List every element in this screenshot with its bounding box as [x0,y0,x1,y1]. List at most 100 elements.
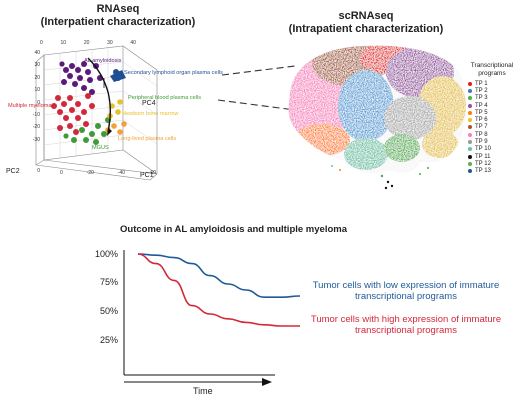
legend-item: TP 2 [468,87,520,94]
y-tick-75: 75% [99,277,118,287]
legend-item: TP 13 [468,168,520,175]
pca-ticks-top: 0 10 20 30 40 [40,40,136,46]
legend-label: TP 3 [475,95,488,102]
legend-label: TP 7 [475,124,488,131]
pca-box [35,45,158,181]
tick-label: -40 [117,170,125,176]
umap-outlier-cells [331,165,429,190]
pca-ticks-left: 40 30 20 10 0 -10 -20 -30 [24,50,40,149]
tp-legend: Transcriptional programs TP 1 TP 2 TP 3 TP … [464,62,520,175]
legend-item: TP 8 [468,131,520,138]
tick-label: -20 [32,124,40,131]
legend-swatch-icon [468,140,472,145]
legend-items: TP 1 TP 2 TP 3 TP 4 TP 5 TP 6 TP 7 TP 8 TP 9 TP 1… [464,80,520,175]
legend-swatch-icon [468,132,472,137]
legend-swatch-icon [468,154,472,159]
legend-label: TP 11 [475,153,491,160]
mgus-points [63,117,111,145]
legend-label: TP 2 [475,87,488,94]
scrnaseq-title: scRNAseq [338,10,394,22]
legend-swatch-icon [468,169,472,174]
low-expression-label-line2: transcriptional programs [355,291,457,302]
pc2-axis-label: PC2 [6,168,20,175]
legend-item: TP 7 [468,124,520,131]
legend-label: TP 5 [475,109,488,116]
legend-item: TP 1 [468,80,520,87]
legend-swatch-icon [468,125,472,130]
low-expression-curve [137,253,301,298]
legend-label: TP 12 [475,160,491,167]
zoom-connectors [217,65,296,111]
legend-swatch-icon [468,110,472,115]
high-expression-label-line1: Tumor cells with high expression of imma… [310,314,502,325]
y-tick-50: 50% [99,306,118,316]
legend-swatch-icon [468,88,472,93]
trajectory-arrowhead [107,128,112,136]
trajectory-curve [87,57,111,133]
legend-item: TP 4 [468,102,520,109]
tick-label: -30 [32,136,40,143]
legend-item: TP 10 [468,146,520,153]
multiple-myeloma-points [51,93,95,135]
legend-label: TP 1 [475,80,488,87]
legend-item: TP 3 [468,95,520,102]
high-expression-label-line2: transcriptional programs [355,325,457,336]
pc4-axis-label: PC4 [142,100,156,107]
rnaseq-header: RNAseq (Interpatient characterization) [0,3,236,29]
legend-label: TP 10 [475,146,491,153]
umap-plot [288,45,467,190]
tick-label: 0 [40,40,43,46]
label-peripheral-blood: Peripheral blood plasma cells [128,95,202,101]
legend-label: TP 9 [475,139,488,146]
outcome-title: Outcome in AL amyloidosis and multiple m… [120,224,347,235]
scrnaseq-subtitle: (Intrapatient characterization) [288,23,444,35]
tick-label: 10 [60,40,67,46]
tick-label: -10 [32,111,40,118]
y-tick-25: 25% [99,335,118,345]
legend-item: TP 5 [468,109,520,116]
high-expression-label: Tumor cells with high expression of imma… [296,314,516,336]
scrnaseq-header: scRNAseq (Intrapatient characterization) [286,10,446,36]
rnaseq-title: RNAseq [96,3,140,15]
time-arrowhead [262,378,272,386]
pca-ticks-pc1: 0 -20 -40 -60 [60,170,156,176]
rnaseq-subtitle: (Interpatient characterization) [40,16,196,28]
tick-label: 0 [60,170,63,176]
label-multiple-myeloma: Multiple myeloma [8,103,52,109]
label-mgus: MGUS [92,145,109,151]
pca-3d-plot [35,45,158,181]
tick-label: 40 [34,50,40,56]
legend-swatch-icon [468,103,472,108]
tick-label: 30 [34,62,40,69]
legend-item: TP 12 [468,160,520,167]
pc1-axis-label: PC1 [140,172,154,179]
tick-label: -20 [86,170,94,176]
legend-title: Transcriptional programs [470,62,514,77]
umap-clusters [288,45,467,174]
legend-swatch-icon [468,147,472,152]
legend-label: TP 8 [475,131,488,138]
secondary-lymphoid-points [110,69,126,82]
y-tick-100: 100% [94,249,118,259]
tick-label: 20 [34,74,40,81]
low-expression-label: Tumor cells with low expression of immat… [296,280,516,302]
label-long-lived-plasma-cells: Long-lived plasma cells [118,136,177,142]
legend-item: TP 9 [468,138,520,145]
tick-label: -60 [148,170,156,176]
legend-item: TP 6 [468,116,520,123]
legend-swatch-icon [468,81,472,86]
tick-label: 20 [83,40,90,46]
tick-label: 30 [107,40,113,46]
legend-label: TP 13 [475,168,491,175]
legend-label: TP 6 [475,117,488,124]
legend-item: TP 11 [468,153,520,160]
tick-label: 0 [37,99,40,106]
tick-label: 40 [130,40,136,46]
label-al-amyloidosis: AL amyloidosis [84,58,122,64]
tick-label: 10 [34,87,40,94]
legend-swatch-icon [468,118,472,123]
time-label: Time [193,386,213,396]
legend-swatch-icon [468,161,472,166]
legend-swatch-icon [468,96,472,101]
long-lived-plasma-cells-points [105,121,127,135]
